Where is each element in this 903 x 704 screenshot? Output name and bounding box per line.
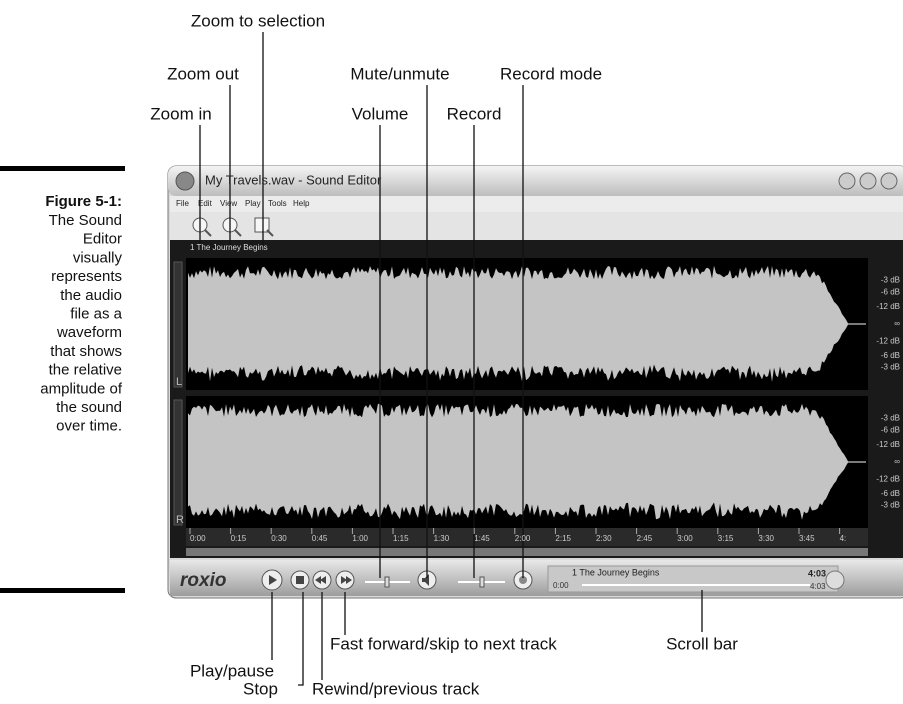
time-label: 3:45 [799,534,815,543]
caption-line: the audio [60,287,122,304]
menu-item[interactable]: File [176,199,189,208]
db-label: -6 dB [881,425,900,434]
db-label: -12 dB [876,336,900,345]
callout-label: Zoom out [167,64,239,83]
rewind-button[interactable] [313,571,331,589]
time-label: 3:30 [758,534,774,543]
close-button[interactable] [881,173,897,189]
logo: roxio [180,570,226,591]
time-label: 1:30 [434,534,450,543]
menu-item[interactable]: Edit [198,199,213,208]
db-label: -3 dB [881,501,900,510]
time-label: 4: [840,534,847,543]
window-title: My Travels.wav - Sound Editor [205,172,382,187]
waveform-body [190,433,830,491]
app-icon [176,172,194,190]
time-label: 3:15 [718,534,734,543]
minimize-button[interactable] [839,173,855,189]
callout-line [298,592,303,685]
volume-knob[interactable] [385,577,389,587]
menu-item[interactable]: View [220,199,237,208]
caption-line: the relative [49,362,122,379]
db-label: -12 dB [876,302,900,311]
channel-label: R [176,514,184,526]
time-label: 3:00 [677,534,693,543]
options-button[interactable] [826,571,844,589]
time-label: 2:30 [596,534,612,543]
time-label: 0:15 [231,534,247,543]
time-label: 0:30 [271,534,287,543]
caption-line: visually [73,249,123,266]
player-position: 0:00 [553,581,569,590]
figure: Figure 5-1: The Sound Editorvisually repres… [0,0,903,704]
stop-button[interactable] [291,571,309,589]
caption-line: the sound [56,399,122,416]
play-button[interactable] [262,570,282,590]
forward-button[interactable] [336,571,354,589]
time-label: 1:00 [352,534,368,543]
callout-label: Rewind/previous track [312,679,480,698]
menu-item[interactable]: Help [293,199,310,208]
callout-label: Scroll bar [666,634,738,653]
time-label: 0:00 [190,534,206,543]
record-knob[interactable] [480,577,484,587]
callout-label: Record mode [500,64,602,83]
db-label: -12 dB [876,474,900,483]
callout-label: Mute/unmute [350,64,449,83]
callout-label: Fast forward/skip to next track [330,634,557,653]
db-label: -3 dB [881,414,900,423]
time-label: 0:45 [312,534,328,543]
caption-line: represents [51,268,122,285]
figure-label: Figure 5-1: [45,193,122,210]
channel-label: L [176,376,182,388]
time-label: 2:00 [515,534,531,543]
db-label: ∞ [894,319,900,328]
time-label: 2:45 [637,534,653,543]
callout-label: Zoom to selection [191,11,325,30]
time-label: 2:15 [555,534,571,543]
db-label: -6 dB [881,489,900,498]
toolbar [170,212,903,240]
time-label: 1:15 [393,534,409,543]
menu-item[interactable]: Play [245,199,261,208]
db-label: -12 dB [876,440,900,449]
caption-line: The Sound [49,212,122,229]
callout-label: Stop [243,679,278,698]
caption-line: over time. [56,418,122,435]
player-track: 1 The Journey Begins [572,567,660,577]
menu-item[interactable]: Tools [268,199,287,208]
page: Figure 5-1: The Sound Editorvisually repres… [0,0,903,704]
db-label: -6 dB [881,351,900,360]
level-meter [174,262,182,387]
maximize-button[interactable] [860,173,876,189]
caption-line: that shows [50,343,122,360]
db-label: -3 dB [881,276,900,285]
player-total: 4:03 [810,582,826,591]
callout-label: Zoom in [150,104,211,123]
caption-line: amplitude of [40,380,123,397]
caption-rule [0,588,125,593]
track-name: 1 The Journey Begins [190,243,268,252]
caption-line: file as a [70,305,122,322]
db-label: ∞ [894,457,900,466]
overview-bar [186,548,868,556]
level-meter [174,400,182,525]
db-label: -3 dB [881,363,900,372]
time-label: 1:45 [474,534,490,543]
db-label: -6 dB [881,287,900,296]
player-duration: 4:03 [808,568,826,578]
caption-line: Editor [83,231,122,248]
caption-rule [0,166,125,171]
callout-label: Volume [352,104,409,123]
callout-label: Play/pause [190,661,274,680]
waveform-body [190,295,830,353]
caption-line: waveform [56,324,122,341]
callout-label: Record [447,104,502,123]
